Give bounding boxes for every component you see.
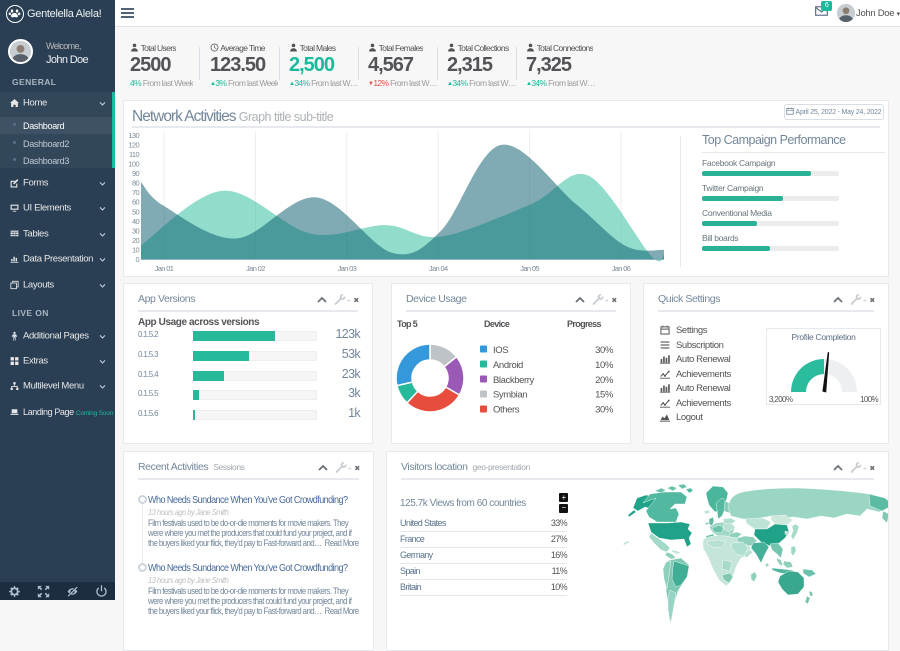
svg-text:15%: 15%	[595, 390, 614, 401]
svg-text:Jan 03: Jan 03	[337, 264, 356, 273]
svg-text:Others: Others	[493, 405, 520, 416]
svg-text:130: 130	[128, 131, 139, 140]
svg-text:120: 120	[128, 140, 139, 149]
svg-text:20: 20	[132, 236, 140, 245]
svg-text:90: 90	[132, 169, 140, 178]
svg-text:IOS: IOS	[493, 345, 508, 356]
svg-text:110: 110	[129, 150, 140, 159]
svg-text:Jan 02: Jan 02	[246, 264, 265, 273]
svg-text:Blackberry: Blackberry	[493, 375, 535, 386]
svg-text:10%: 10%	[595, 360, 614, 371]
svg-text:Symbian: Symbian	[493, 390, 527, 401]
svg-text:0: 0	[135, 255, 139, 264]
svg-text:20%: 20%	[595, 375, 614, 386]
svg-text:70: 70	[132, 188, 140, 197]
svg-text:Jan 05: Jan 05	[520, 264, 539, 273]
svg-text:10: 10	[132, 245, 140, 254]
svg-text:Jan 01: Jan 01	[155, 264, 174, 273]
svg-text:40: 40	[132, 217, 140, 226]
svg-text:60: 60	[132, 198, 140, 207]
svg-text:Jan 06: Jan 06	[612, 264, 631, 273]
svg-text:30%: 30%	[595, 345, 614, 356]
svg-text:80: 80	[132, 179, 140, 188]
svg-text:100: 100	[128, 160, 139, 169]
svg-text:Jan 04: Jan 04	[429, 264, 448, 273]
svg-text:Android: Android	[493, 360, 523, 371]
svg-text:50: 50	[132, 207, 140, 216]
svg-text:30: 30	[132, 226, 140, 235]
svg-text:30%: 30%	[595, 405, 614, 416]
